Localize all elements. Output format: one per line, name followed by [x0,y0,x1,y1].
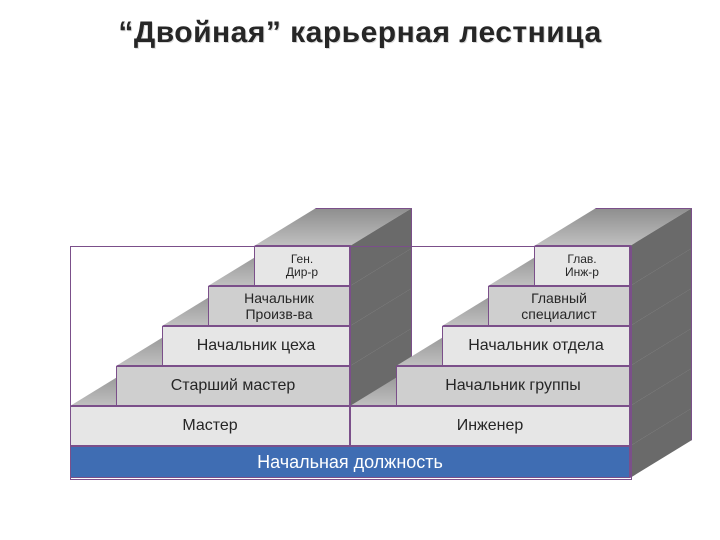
left-step-4: Ген. Дир-р [254,246,350,286]
right-step-3: Главный специалист [488,286,630,326]
left-step-3: Начальник Произв-ва [208,286,350,326]
base-step: Начальная должность [70,446,630,478]
right-step-0: Инженер [350,406,630,446]
left-step-1: Старший мастер [116,366,350,406]
right-step-2: Начальник отдела [442,326,630,366]
ladder-divider [349,246,351,446]
right-step-4: Глав. Инж-р [534,246,630,286]
left-step-2: Начальник цеха [162,326,350,366]
right-step-1: Начальник группы [396,366,630,406]
left-step-0: Мастер [70,406,350,446]
ladder-diagram: Начальная должностьМастерСтарший мастерН… [0,0,720,540]
